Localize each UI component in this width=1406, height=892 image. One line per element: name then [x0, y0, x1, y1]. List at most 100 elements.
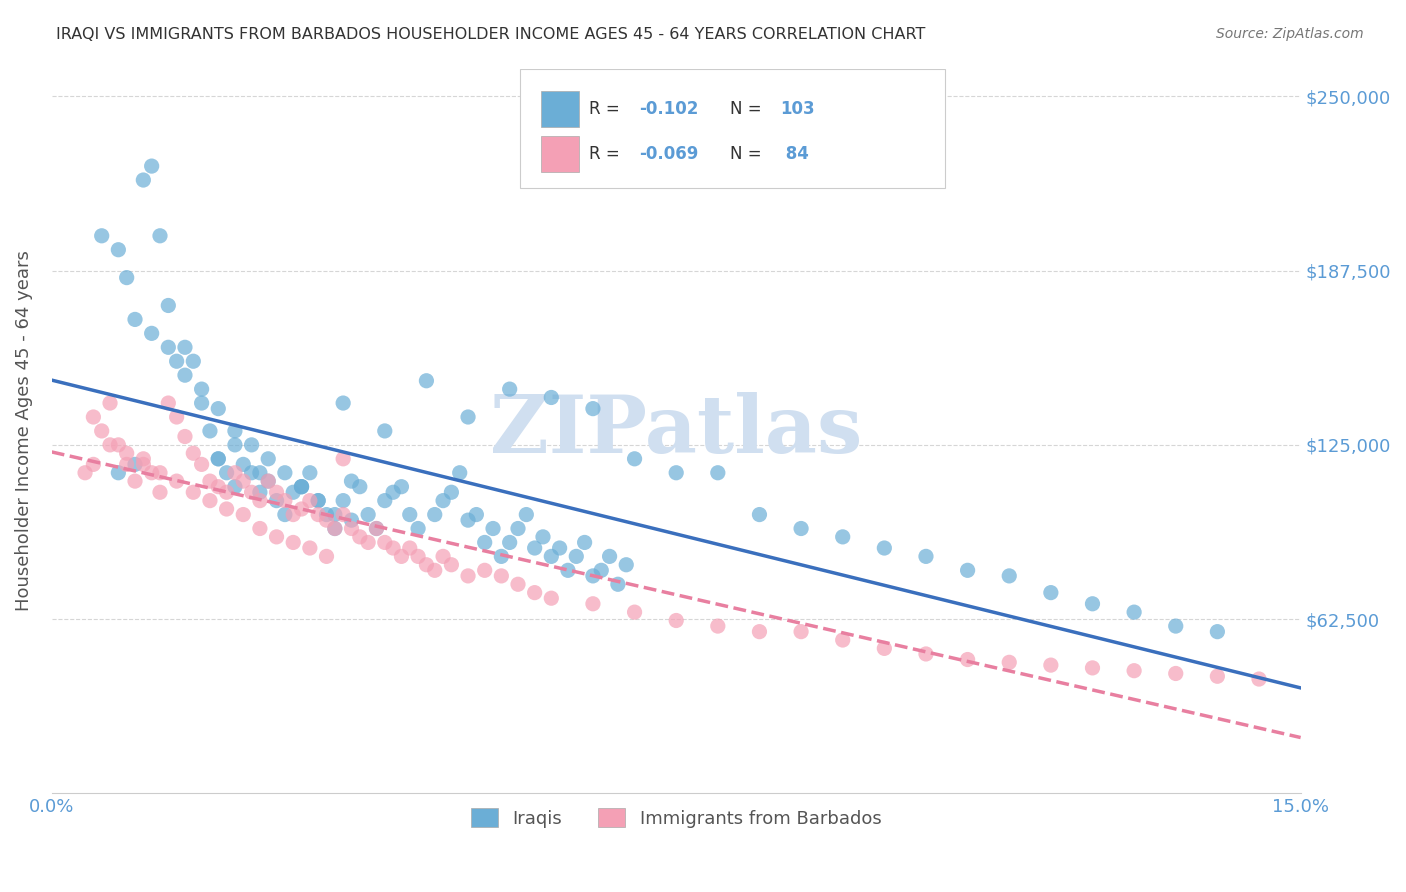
Immigrants from Barbados: [290, 502, 312, 516]
Immigrants from Barbados: [174, 429, 197, 443]
Iraqis: [107, 243, 129, 257]
Iraqis: [141, 326, 163, 341]
Immigrants from Barbados: [340, 521, 363, 535]
Immigrants from Barbados: [406, 549, 429, 564]
Iraqis: [491, 549, 513, 564]
Immigrants from Barbados: [506, 577, 529, 591]
Iraqis: [382, 485, 405, 500]
Immigrants from Barbados: [215, 502, 238, 516]
Iraqis: [290, 480, 312, 494]
Iraqis: [482, 521, 505, 535]
Immigrants from Barbados: [141, 466, 163, 480]
Immigrants from Barbados: [523, 585, 546, 599]
Immigrants from Barbados: [249, 521, 271, 535]
Immigrants from Barbados: [181, 485, 204, 500]
Immigrants from Barbados: [115, 458, 138, 472]
Iraqis: [415, 374, 437, 388]
Iraqis: [190, 382, 212, 396]
Text: N =: N =: [730, 145, 766, 163]
Iraqis: [565, 549, 588, 564]
Immigrants from Barbados: [491, 569, 513, 583]
Iraqis: [307, 493, 329, 508]
FancyBboxPatch shape: [541, 136, 579, 172]
Immigrants from Barbados: [283, 508, 305, 522]
Iraqis: [115, 270, 138, 285]
Iraqis: [190, 396, 212, 410]
Immigrants from Barbados: [98, 396, 121, 410]
Text: 103: 103: [780, 100, 814, 118]
Immigrants from Barbados: [266, 530, 288, 544]
Iraqis: [349, 480, 371, 494]
Iraqis: [315, 508, 337, 522]
Iraqis: [141, 159, 163, 173]
Immigrants from Barbados: [157, 396, 180, 410]
Iraqis: [457, 409, 479, 424]
Y-axis label: Householder Income Ages 45 - 64 years: Householder Income Ages 45 - 64 years: [15, 251, 32, 611]
FancyBboxPatch shape: [520, 69, 945, 188]
Immigrants from Barbados: [82, 409, 104, 424]
Iraqis: [606, 577, 628, 591]
Iraqis: [440, 485, 463, 500]
Iraqis: [406, 521, 429, 535]
Iraqis: [257, 474, 280, 488]
Iraqis: [274, 508, 297, 522]
Iraqis: [207, 451, 229, 466]
Iraqis: [831, 530, 853, 544]
Iraqis: [357, 508, 380, 522]
Immigrants from Barbados: [474, 563, 496, 577]
Iraqis: [181, 354, 204, 368]
Iraqis: [748, 508, 770, 522]
Immigrants from Barbados: [1206, 669, 1229, 683]
Iraqis: [174, 368, 197, 383]
Iraqis: [90, 228, 112, 243]
Iraqis: [249, 485, 271, 500]
Iraqis: [374, 493, 396, 508]
Iraqis: [174, 340, 197, 354]
Immigrants from Barbados: [374, 535, 396, 549]
Iraqis: [432, 493, 454, 508]
Iraqis: [232, 458, 254, 472]
Immigrants from Barbados: [956, 652, 979, 666]
Immigrants from Barbados: [315, 513, 337, 527]
Iraqis: [557, 563, 579, 577]
Immigrants from Barbados: [190, 458, 212, 472]
Iraqis: [1039, 585, 1062, 599]
Iraqis: [599, 549, 621, 564]
Iraqis: [366, 521, 388, 535]
Iraqis: [506, 521, 529, 535]
Immigrants from Barbados: [1164, 666, 1187, 681]
Iraqis: [332, 493, 354, 508]
Immigrants from Barbados: [382, 541, 405, 555]
Immigrants from Barbados: [1123, 664, 1146, 678]
Immigrants from Barbados: [266, 485, 288, 500]
Iraqis: [340, 474, 363, 488]
Immigrants from Barbados: [249, 493, 271, 508]
Iraqis: [582, 569, 605, 583]
Iraqis: [157, 298, 180, 312]
FancyBboxPatch shape: [541, 91, 579, 128]
Iraqis: [423, 508, 446, 522]
Iraqis: [614, 558, 637, 572]
Immigrants from Barbados: [366, 521, 388, 535]
Iraqis: [873, 541, 896, 555]
Immigrants from Barbados: [432, 549, 454, 564]
Immigrants from Barbados: [873, 641, 896, 656]
Immigrants from Barbados: [283, 535, 305, 549]
Iraqis: [1206, 624, 1229, 639]
Iraqis: [398, 508, 420, 522]
Text: -0.069: -0.069: [638, 145, 699, 163]
Iraqis: [340, 513, 363, 527]
Immigrants from Barbados: [707, 619, 730, 633]
Immigrants from Barbados: [323, 521, 346, 535]
Iraqis: [124, 312, 146, 326]
Iraqis: [157, 340, 180, 354]
Iraqis: [499, 535, 522, 549]
Immigrants from Barbados: [315, 549, 337, 564]
Immigrants from Barbados: [274, 493, 297, 508]
Immigrants from Barbados: [90, 424, 112, 438]
Immigrants from Barbados: [915, 647, 938, 661]
Text: ZIPatlas: ZIPatlas: [491, 392, 862, 470]
Immigrants from Barbados: [73, 466, 96, 480]
Text: N =: N =: [730, 100, 766, 118]
Immigrants from Barbados: [166, 409, 188, 424]
